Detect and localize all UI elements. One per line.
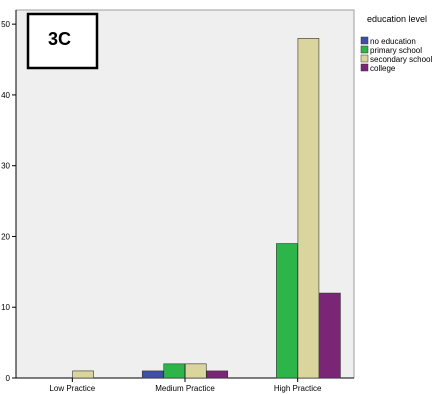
panel-label-box: 3C [26,12,99,70]
bar [206,370,229,379]
bar [276,243,298,379]
y-tick-label: 10 [1,303,10,312]
y-tick-label: 20 [1,232,10,241]
legend-label: college [370,64,396,73]
legend-label: no education [370,37,416,46]
panel-label: 3C [48,29,71,49]
y-tick-label: 30 [1,162,10,171]
legend-label: primary school [370,46,422,55]
x-axis: Low Practice Medium Practice High Practice [16,377,354,393]
x-tick-label: Medium Practice [155,384,215,393]
legend-swatch [360,45,369,54]
legend-swatch [360,36,369,45]
x-tick-label: High Practice [274,384,322,393]
bar [184,363,207,379]
legend-title: education level [367,14,427,24]
legend-swatch [360,54,369,63]
bar [163,363,186,379]
bars [72,38,341,379]
y-tick-label: 50 [1,20,10,29]
legend-swatch [360,63,369,72]
y-axis: 0 10 20 30 40 50 [1,10,17,383]
y-tick-label: 0 [6,374,11,383]
bar [319,292,341,379]
bar [72,370,94,379]
x-tick-label: Low Practice [49,384,95,393]
y-tick-label: 40 [1,91,10,100]
bar [141,370,164,379]
legend-label: secondary school [370,55,432,64]
bar [297,38,320,379]
